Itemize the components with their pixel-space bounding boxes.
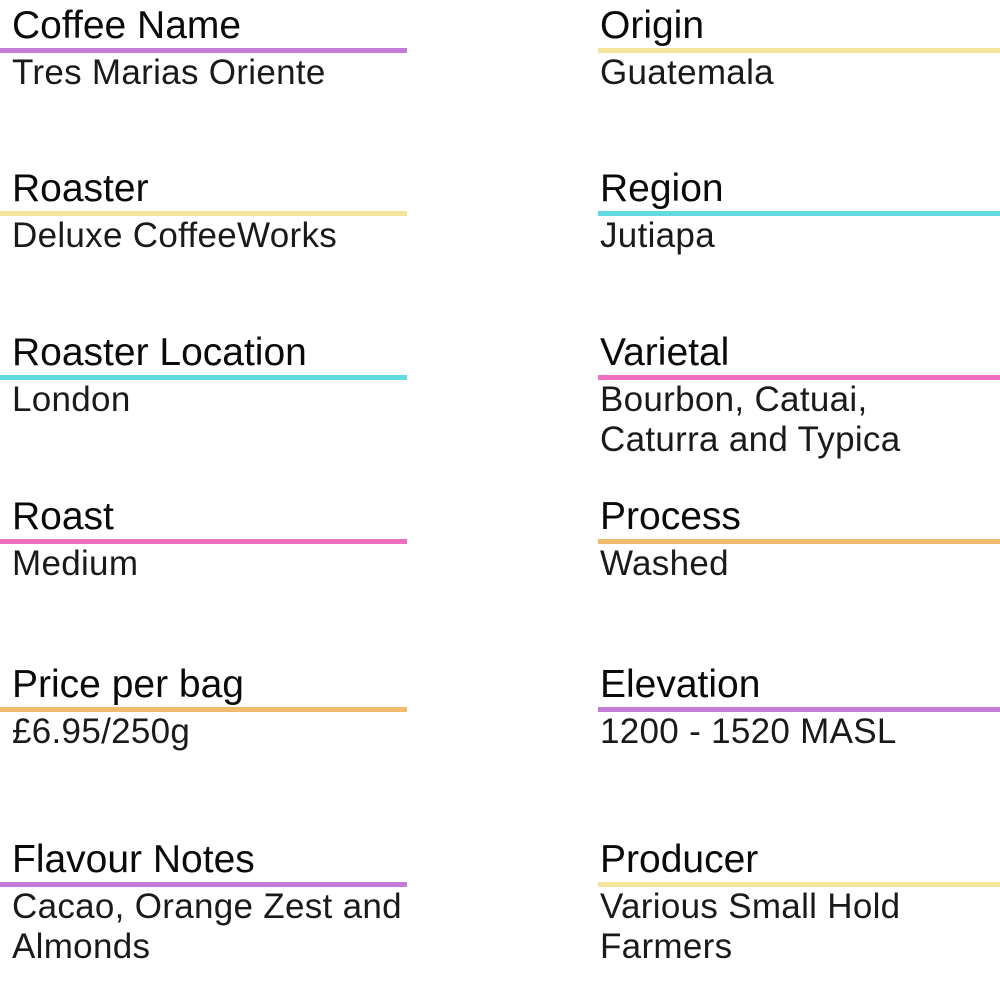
field-origin: Origin Guatemala <box>598 4 1000 93</box>
field-roaster-location: Roaster Location London <box>0 331 407 420</box>
field-label: Price per bag <box>12 663 244 706</box>
field-producer: Producer Various Small Hold Farmers <box>598 838 1000 967</box>
divider <box>0 48 407 53</box>
field-label: Roast <box>12 495 114 538</box>
divider <box>598 375 1000 380</box>
field-label: Producer <box>600 838 759 881</box>
divider <box>0 375 407 380</box>
field-label: Origin <box>600 4 705 47</box>
field-varietal: Varietal Bourbon, Catuai, Caturra and Ty… <box>598 331 1000 460</box>
field-value: Various Small Hold Farmers <box>600 887 901 966</box>
field-label: Flavour Notes <box>12 838 255 881</box>
field-roaster: Roaster Deluxe CoffeeWorks <box>0 167 407 256</box>
divider <box>598 211 1000 216</box>
field-roast: Roast Medium <box>0 495 407 584</box>
field-value: Jutiapa <box>600 216 715 255</box>
field-value: Bourbon, Catuai, Caturra and Typica <box>600 380 901 459</box>
field-value: London <box>12 380 131 419</box>
field-label: Coffee Name <box>12 4 242 47</box>
divider <box>598 48 1000 53</box>
field-label: Region <box>600 167 724 210</box>
field-label: Varietal <box>600 331 730 374</box>
field-flavour-notes: Flavour Notes Cacao, Orange Zest and Alm… <box>0 838 407 967</box>
divider <box>598 707 1000 712</box>
field-region: Region Jutiapa <box>598 167 1000 256</box>
field-label: Roaster Location <box>12 331 307 374</box>
divider <box>0 211 407 216</box>
field-value: Washed <box>600 544 729 583</box>
divider <box>598 882 1000 887</box>
field-price: Price per bag £6.95/250g <box>0 663 407 752</box>
divider <box>0 882 407 887</box>
divider <box>0 707 407 712</box>
field-value: Guatemala <box>600 53 774 92</box>
field-value: Deluxe CoffeeWorks <box>12 216 338 255</box>
divider <box>0 539 407 544</box>
field-label: Elevation <box>600 663 761 706</box>
field-label: Process <box>600 495 741 538</box>
field-value: £6.95/250g <box>12 712 191 751</box>
field-value: Cacao, Orange Zest and Almonds <box>12 887 402 966</box>
field-coffee-name: Coffee Name Tres Marias Oriente <box>0 4 407 93</box>
field-label: Roaster <box>12 167 149 210</box>
field-elevation: Elevation 1200 - 1520 MASL <box>598 663 1000 752</box>
field-value: Tres Marias Oriente <box>12 53 326 92</box>
field-value: Medium <box>12 544 139 583</box>
field-process: Process Washed <box>598 495 1000 584</box>
divider <box>598 539 1000 544</box>
field-value: 1200 - 1520 MASL <box>600 712 897 751</box>
